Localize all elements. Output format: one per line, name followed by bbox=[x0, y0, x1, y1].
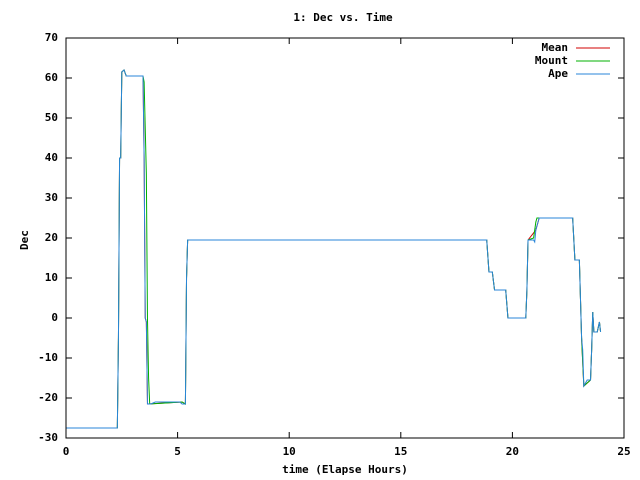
y-tick-label: -30 bbox=[38, 431, 58, 444]
y-tick-label: 0 bbox=[51, 311, 58, 324]
x-tick-label: 0 bbox=[63, 445, 70, 458]
y-tick-label: 50 bbox=[45, 111, 58, 124]
y-tick-label: -10 bbox=[38, 351, 58, 364]
y-tick-label: -20 bbox=[38, 391, 58, 404]
y-tick-label: 30 bbox=[45, 191, 58, 204]
y-tick-label: 70 bbox=[45, 31, 58, 44]
x-tick-label: 25 bbox=[617, 445, 630, 458]
data-line bbox=[66, 69, 602, 429]
plot-border bbox=[65, 37, 625, 439]
y-tick-label: 20 bbox=[45, 231, 58, 244]
x-axis-label: time (Elapse Hours) bbox=[282, 463, 408, 476]
x-tick-label: 10 bbox=[283, 445, 296, 458]
y-axis-label: Dec bbox=[18, 230, 31, 250]
x-tick-label: 20 bbox=[506, 445, 519, 458]
x-tick-label: 15 bbox=[394, 445, 407, 458]
x-tick-label: 5 bbox=[174, 445, 181, 458]
y-tick-label: 40 bbox=[45, 151, 58, 164]
y-tick-label: 10 bbox=[45, 271, 58, 284]
y-tick-label: 60 bbox=[45, 71, 58, 84]
legend-label: Mount bbox=[535, 54, 568, 67]
legend-label: Ape bbox=[548, 67, 568, 80]
chart-title: 1: Dec vs. Time bbox=[293, 11, 393, 24]
legend-label: Mean bbox=[542, 41, 569, 54]
